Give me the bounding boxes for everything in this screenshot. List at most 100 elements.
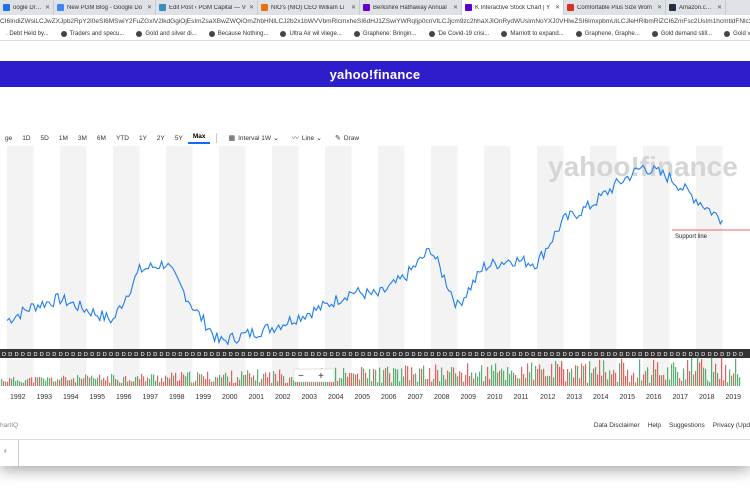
dividend-marker[interactable]: D <box>109 352 113 358</box>
dividend-marker[interactable]: D <box>90 352 94 358</box>
dividend-marker[interactable]: D <box>670 352 674 358</box>
range-5d[interactable]: 5D <box>40 134 49 142</box>
bookmark-item[interactable]: 'De Covid-19 crisi... <box>423 31 496 37</box>
bookmark-item[interactable]: . Debt Held by... <box>0 31 55 37</box>
dividend-marker[interactable]: D <box>727 352 731 358</box>
dividend-marker[interactable]: D <box>512 352 516 358</box>
dividend-marker[interactable]: D <box>676 352 680 358</box>
close-tab-icon[interactable]: ✕ <box>716 5 722 11</box>
close-tab-icon[interactable]: ✕ <box>44 5 50 11</box>
dividend-marker[interactable]: D <box>210 352 214 358</box>
stock-chart[interactable]: yahoo!finance Support line D D D D D D D D D D D D D D D… <box>0 146 750 411</box>
dividend-marker[interactable]: D <box>115 352 119 358</box>
dividend-marker[interactable]: D <box>21 352 25 358</box>
dividend-marker[interactable]: D <box>682 352 686 358</box>
bookmark-item[interactable]: Ultra Air wil vliege... <box>274 31 347 37</box>
dividend-marker[interactable]: D <box>556 352 560 358</box>
dividend-marker[interactable]: D <box>399 352 403 358</box>
dividend-marker[interactable]: D <box>544 352 548 358</box>
dividend-marker[interactable]: D <box>254 352 258 358</box>
dividend-marker[interactable]: D <box>34 352 38 358</box>
bookmark-item[interactable]: Gold demand still... <box>646 31 718 37</box>
range-ytd[interactable]: YTD <box>115 134 129 142</box>
browser-tab[interactable]: oogle Drive ✕ <box>0 0 54 15</box>
close-tab-icon[interactable]: ✕ <box>350 5 356 11</box>
dividend-marker[interactable]: D <box>197 352 201 358</box>
dividend-marker[interactable]: D <box>361 352 365 358</box>
bookmark-item[interactable]: Graphene: Bringin... <box>348 31 423 37</box>
dividend-marker[interactable]: D <box>367 352 371 358</box>
dividend-marker[interactable]: D <box>550 352 554 358</box>
dividend-marker[interactable]: D <box>714 352 718 358</box>
dividend-marker[interactable]: D <box>430 352 434 358</box>
dividend-marker[interactable]: D <box>418 352 422 358</box>
dividend-marker[interactable]: D <box>311 352 315 358</box>
address-bar[interactable]: CI6IndlZWsiLCJwZXJpb2RpY2l0eSI6MSwiY2FuZ… <box>0 15 750 28</box>
range-ge[interactable]: ge <box>5 134 13 142</box>
dividend-marker[interactable]: D <box>2 352 6 358</box>
dividend-marker[interactable]: D <box>273 352 277 358</box>
dividend-marker[interactable]: D <box>386 352 390 358</box>
dividend-marker[interactable]: D <box>8 352 12 358</box>
dividend-marker[interactable]: D <box>52 352 56 358</box>
footer-link[interactable]: Data Disclaimer <box>593 421 640 429</box>
dividend-marker[interactable]: D <box>204 352 208 358</box>
dividend-marker[interactable]: D <box>538 352 542 358</box>
range-1y[interactable]: 1Y <box>138 134 147 142</box>
dividend-marker[interactable]: D <box>475 352 479 358</box>
dividend-marker[interactable]: D <box>720 352 724 358</box>
draw-button[interactable]: ✎ Draw <box>330 134 364 143</box>
close-tab-icon[interactable]: ✕ <box>248 5 254 11</box>
dividend-marker[interactable]: D <box>292 352 296 358</box>
dividend-marker[interactable]: D <box>317 352 321 358</box>
dividend-marker[interactable]: D <box>563 352 567 358</box>
dividend-marker[interactable]: D <box>582 352 586 358</box>
close-tab-icon[interactable]: ✕ <box>146 5 152 11</box>
browser-tab[interactable]: Comfortable Plus Size Wom ✕ <box>564 0 666 15</box>
dividend-marker[interactable]: D <box>487 352 491 358</box>
dividend-marker[interactable]: D <box>260 352 264 358</box>
dividend-marker[interactable]: D <box>304 352 308 358</box>
dividend-marker[interactable]: D <box>500 352 504 358</box>
dividend-marker[interactable]: D <box>241 352 245 358</box>
dividend-marker[interactable]: D <box>412 352 416 358</box>
yahoo-finance-logo[interactable]: yahoo!finance <box>329 66 421 82</box>
dividend-marker[interactable]: D <box>374 352 378 358</box>
dividend-marker[interactable]: D <box>84 352 88 358</box>
browser-tab[interactable]: New PGM Blog - Google Do ✕ <box>54 0 156 15</box>
dividend-marker[interactable]: D <box>569 352 573 358</box>
dividend-marker[interactable]: D <box>191 352 195 358</box>
dividend-marker[interactable]: D <box>298 352 302 358</box>
close-tab-icon[interactable]: ✕ <box>554 5 560 11</box>
dividend-marker[interactable]: D <box>59 352 63 358</box>
price-line[interactable] <box>6 164 723 346</box>
dividend-marker[interactable]: D <box>185 352 189 358</box>
footer-link[interactable]: Help <box>647 421 661 429</box>
dividend-marker[interactable]: D <box>78 352 82 358</box>
dividend-marker[interactable]: D <box>701 352 705 358</box>
dividend-marker[interactable]: D <box>506 352 510 358</box>
range-3m[interactable]: 3M <box>77 134 87 142</box>
dividend-marker[interactable]: D <box>405 352 409 358</box>
dividend-marker[interactable]: D <box>588 352 592 358</box>
dividend-marker[interactable]: D <box>223 352 227 358</box>
footer-link[interactable]: Suggestions <box>669 421 705 429</box>
bookmark-item[interactable]: Marriott to expand... <box>495 31 569 37</box>
close-tab-icon[interactable]: ✕ <box>656 5 662 11</box>
bookmark-item[interactable]: Because Nothing... <box>203 31 275 37</box>
bookmark-item[interactable]: Traders and specu... <box>55 31 131 37</box>
dividend-marker[interactable]: D <box>695 352 699 358</box>
dividend-marker[interactable]: D <box>166 352 170 358</box>
range-5y[interactable]: 5Y <box>174 134 183 142</box>
dividend-marker[interactable]: D <box>645 352 649 358</box>
dividend-marker[interactable]: D <box>462 352 466 358</box>
dividend-marker[interactable]: D <box>393 352 397 358</box>
dividend-marker[interactable]: D <box>172 352 176 358</box>
dividend-marker[interactable]: D <box>651 352 655 358</box>
dividend-marker[interactable]: D <box>342 352 346 358</box>
range-1m[interactable]: 1M <box>58 134 68 142</box>
dividend-marker[interactable]: D <box>27 352 31 358</box>
range-max[interactable]: Max <box>187 133 211 144</box>
dividend-marker[interactable]: D <box>349 352 353 358</box>
